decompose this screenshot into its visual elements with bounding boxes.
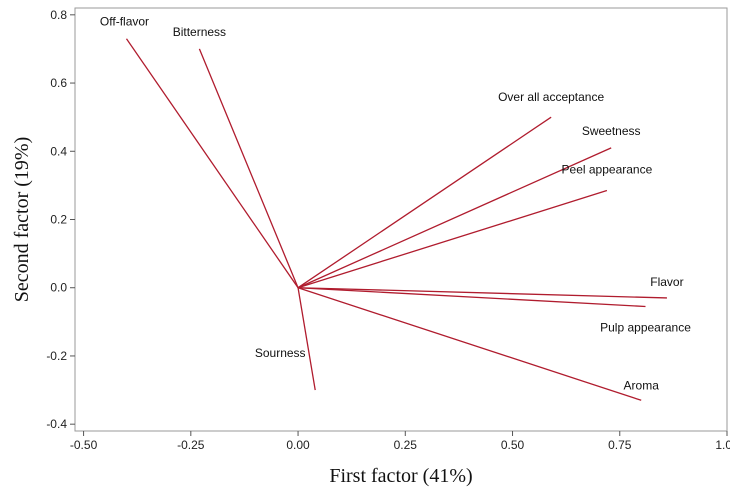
x-tick-label: -0.25 — [177, 438, 205, 452]
loading-vector — [298, 287, 646, 308]
vector-label: Sweetness — [582, 124, 641, 138]
vector-labels: Off-flavor Bitterness Over all acceptance S… — [100, 15, 691, 393]
y-tick-label: 0.8 — [50, 8, 67, 22]
x-axis-title: First factor (41%) — [329, 465, 472, 487]
loading-vector — [297, 287, 642, 401]
x-tick-label: -0.50 — [70, 438, 98, 452]
y-tick-label: -0.4 — [46, 417, 67, 431]
vector-label: Bitterness — [173, 25, 226, 39]
loading-vector — [297, 287, 316, 391]
loading-vector — [297, 116, 552, 289]
vector-label: Peel appearance — [562, 163, 653, 177]
x-tick-label: 0.25 — [394, 438, 418, 452]
loading-vector — [297, 147, 612, 289]
loading-vector — [297, 189, 608, 289]
x-axis: -0.50 -0.25 0.00 0.25 0.50 0.75 1.00 — [70, 431, 730, 452]
vector-label: Over all acceptance — [498, 90, 604, 104]
x-tick-label: 1.00 — [715, 438, 730, 452]
vector-label: Pulp appearance — [600, 320, 691, 334]
y-tick-label: -0.2 — [46, 349, 67, 363]
x-tick-label: 0.75 — [608, 438, 632, 452]
loading-vector — [298, 287, 667, 299]
vector-label: Flavor — [650, 275, 683, 289]
y-tick-label: 0.6 — [50, 76, 67, 90]
y-tick-label: 0.0 — [50, 281, 67, 295]
y-tick-label: 0.4 — [50, 144, 67, 158]
y-axis-title: Second factor (19%) — [11, 137, 33, 303]
vector-label: Aroma — [624, 378, 660, 392]
loading-vectors — [125, 38, 667, 401]
loading-vector — [198, 48, 299, 288]
y-axis: -0.4 -0.2 0.0 0.2 0.4 0.6 0.8 — [46, 8, 75, 431]
vector-label: Sourness — [255, 346, 306, 360]
x-tick-label: 0.00 — [286, 438, 310, 452]
y-tick-label: 0.2 — [50, 213, 67, 227]
plot-frame — [74, 7, 728, 432]
loading-vector — [125, 38, 299, 289]
vector-label: Off-flavor — [100, 15, 149, 29]
x-tick-label: 0.50 — [501, 438, 525, 452]
